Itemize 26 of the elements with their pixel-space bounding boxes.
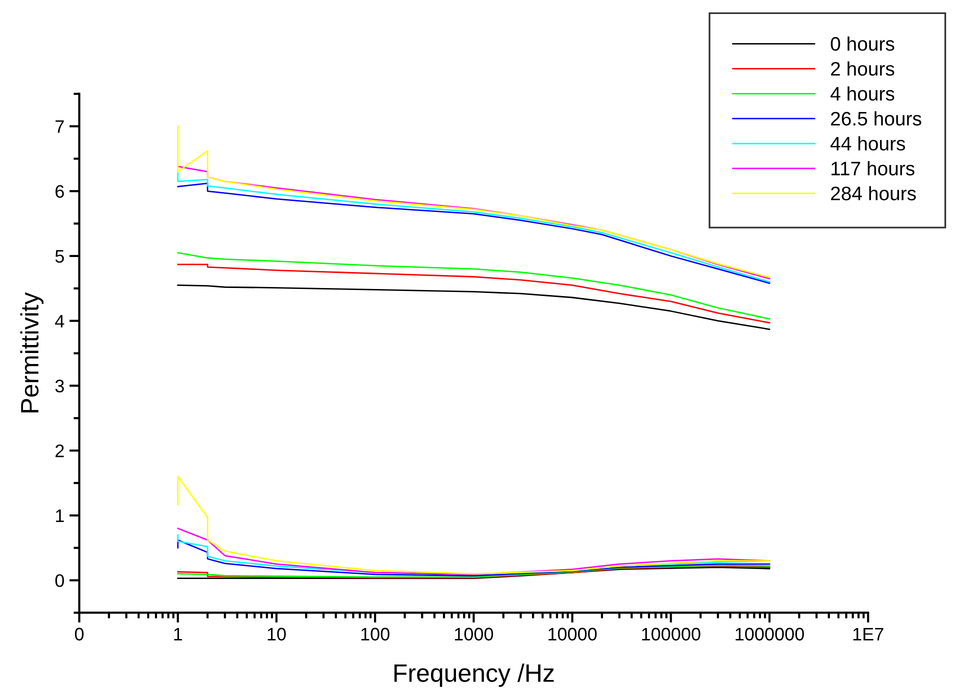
y-tick-label: 5 [55,250,64,263]
x-tick-label: 100 [361,628,390,641]
legend-label: 0 hours [830,36,894,51]
x-tick-label: 1000 [454,628,494,641]
x-tick-label: 1000000 [736,628,804,641]
y-tick-label: 7 [56,120,64,133]
legend-label: 117 hours [832,161,914,176]
y-tick-label: 1 [56,510,64,522]
y-tick-label: 0 [55,574,64,588]
x-axis-title: Frequency /Hz [394,664,554,687]
legend-label: 4 hours [830,86,894,101]
y-tick-label: 2 [56,444,64,458]
legend-label: 26.5 hours [831,111,922,126]
x-tick-label: 10 [268,628,286,641]
x-tick-label: 10000 [548,628,597,641]
legend-label: 2 hours [831,61,894,76]
x-tick-label: 100000 [642,628,700,641]
y-axis-title: Permittivity [20,292,44,412]
y-tick-label: 3 [55,380,64,392]
x-tick-label: 1 [174,628,182,640]
y-tick-label: 4 [55,314,64,328]
legend-label: 284 hours [831,186,916,200]
legend-label: 44 hours [830,136,906,151]
x-tick-label: 0 [74,628,84,641]
x-tick-label: 1E7 [853,628,884,640]
y-tick-label: 6 [56,185,64,198]
